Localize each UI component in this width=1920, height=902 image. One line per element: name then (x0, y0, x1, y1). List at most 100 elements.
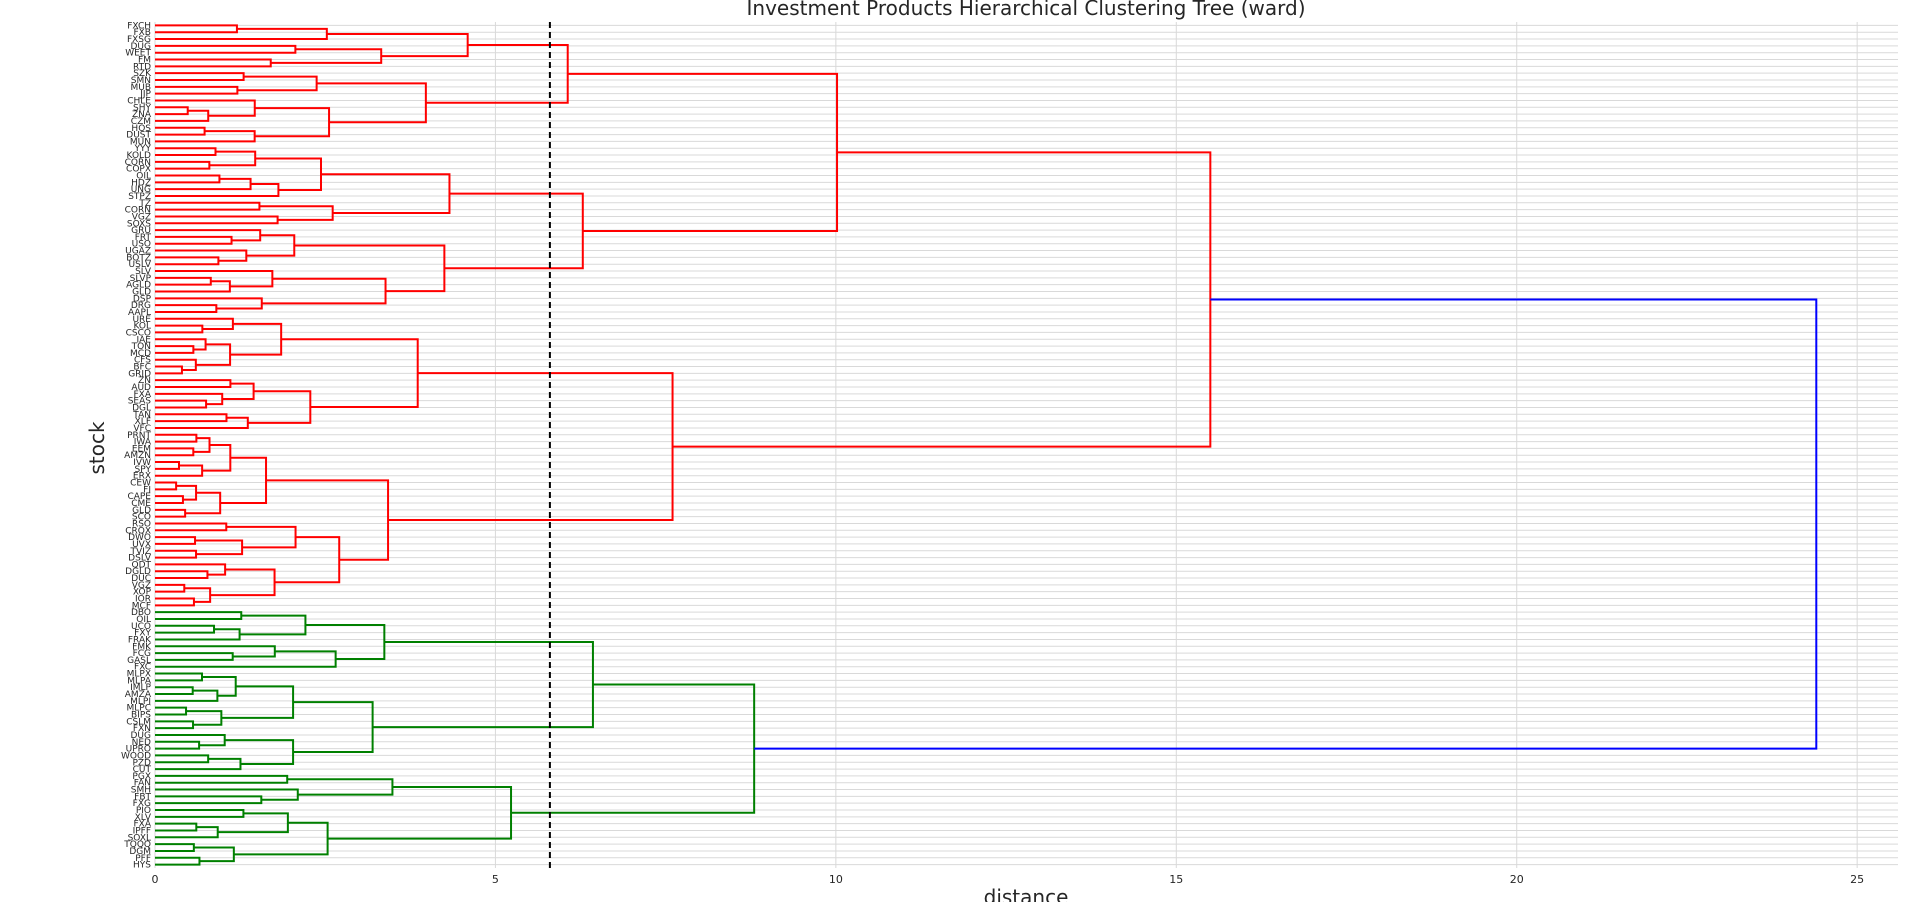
leaf-label: SOXL (128, 833, 151, 843)
leaf-label: DSP (133, 294, 152, 304)
chart-title: Investment Products Hierarchical Cluster… (747, 0, 1306, 20)
leaf-label: GRID (128, 369, 151, 379)
leaf-label: UCO (131, 622, 151, 632)
leaf-label: MLPC (127, 704, 152, 714)
leaf-label: PZD (132, 758, 151, 768)
leaf-label: IWA (134, 438, 152, 448)
leaf-label: FAN (134, 779, 151, 789)
leaf-label: CORN (125, 206, 151, 216)
leaf-label: QDT (131, 560, 151, 570)
leaf-label: CAPE (127, 492, 151, 502)
leaf-label: AGLD (126, 281, 151, 291)
leaf-label: FXA (134, 390, 152, 400)
leaf-label: DRG (131, 301, 151, 311)
leaf-label: MLPI (130, 697, 151, 707)
x-tick-labels: 0 5 10 15 20 25 (152, 873, 1865, 886)
x-tick-label: 5 (492, 873, 499, 886)
leaf-label: SPY (135, 465, 152, 475)
leaf-label: PGX (132, 772, 151, 782)
leaf-label: MUN (130, 137, 151, 147)
leaf-label: GLD (132, 287, 151, 297)
leaf-label: FXSG (127, 35, 151, 45)
leaf-label: CUT (133, 765, 152, 775)
leaf-label: HDZ (131, 178, 151, 188)
x-tick-label: 20 (1510, 873, 1524, 886)
leaf-label: FRAK (128, 635, 152, 645)
leaf-label: IMLP (130, 683, 151, 693)
leaf-label: SEAS (128, 397, 152, 407)
leaf-label: ERX (133, 472, 151, 482)
leaf-label: SZK (133, 69, 152, 79)
dendrogram-root-link (754, 298, 1818, 750)
leaf-label: PIO (136, 806, 151, 816)
leaf-label: CZM (131, 117, 151, 127)
leaf-label: BFC (133, 363, 151, 373)
leaf-label: TAN (132, 410, 151, 420)
leaf-label: FXY (134, 629, 151, 639)
leaf-label: VFC (133, 424, 151, 434)
leaf-label: UVX (132, 540, 151, 550)
leaf-label: SMN (131, 76, 151, 86)
leaf-label: DUG (131, 42, 152, 52)
leaf-label: CRQX (125, 526, 151, 536)
leaf-label: DUST (126, 131, 151, 141)
leaf-label: MUB (130, 83, 151, 93)
leaf-label: AMZA (125, 690, 152, 700)
leaf-label: FXC (134, 663, 151, 673)
leaf-label: AAPL (128, 308, 151, 318)
plot-background (155, 20, 1898, 868)
leaf-label: WOOD (121, 751, 151, 761)
leaf-label: DGM (129, 847, 151, 857)
leaf-label: WEET (125, 49, 151, 59)
leaf-label: DUG (131, 731, 152, 741)
leaf-labels: FXCHFXBFXSGDUGWEETFMRTDSZKSMNMUBJJPCHLES… (121, 21, 152, 870)
leaf-label: TVIZ (130, 547, 151, 557)
leaf-label: HOS (131, 124, 151, 134)
x-tick-label: 10 (829, 873, 843, 886)
leaf-label: IVW (133, 458, 151, 468)
leaf-label: PRNT (127, 431, 151, 441)
leaf-label: AUD (131, 383, 151, 393)
leaf-label: UPRO (126, 745, 151, 755)
leaf-label: AMZN (124, 451, 151, 461)
leaf-label: USLV (129, 260, 152, 270)
leaf-label: HYS (133, 861, 151, 871)
leaf-label: GRU (131, 226, 151, 236)
leaf-label: URE (132, 315, 151, 325)
leaf-label: XLF (135, 417, 151, 427)
leaf-label: FXCH (127, 21, 151, 31)
leaf-label: SCO (132, 513, 151, 523)
x-tick-label: 25 (1850, 873, 1864, 886)
leaf-label: TON (131, 342, 151, 352)
leaf-label: XLV (135, 813, 152, 823)
leaf-label: OIL (136, 172, 151, 182)
leaf-label: DWO (128, 533, 151, 543)
leaf-label: SMH (131, 786, 151, 796)
leaf-label: CME (131, 499, 151, 509)
leaf-label: CORN (125, 158, 151, 168)
leaf-label: SOXS (127, 219, 151, 229)
leaf-label: RSO (132, 519, 151, 529)
leaf-label: XOP (133, 588, 152, 598)
leaf-label: SLVP (130, 274, 152, 284)
leaf-label: CSCO (126, 328, 151, 338)
leaf-label: ZNA (132, 110, 152, 120)
leaf-label: DBO (131, 608, 151, 618)
leaf-label: VGZ (132, 212, 151, 222)
leaf-label: IAE (137, 335, 152, 345)
leaf-label: DGLD (125, 567, 151, 577)
leaf-label: CHLE (127, 96, 151, 106)
leaf-label: FI (143, 485, 151, 495)
leaf-label: FMK (132, 642, 152, 652)
leaf-label: MCD (130, 349, 151, 359)
leaf-label: STPZ (128, 192, 151, 202)
dendrogram-links (155, 24, 1818, 866)
leaf-label: TQQQ (123, 840, 151, 850)
leaf-label: CFS (134, 356, 151, 366)
x-tick-label: 15 (1169, 873, 1183, 886)
leaf-label: BIPS (131, 710, 151, 720)
y-axis-label: stock (85, 421, 109, 474)
leaf-label: DSLV (128, 554, 152, 564)
leaf-label: IOR (135, 595, 151, 605)
grid-lines (154, 22, 1898, 868)
